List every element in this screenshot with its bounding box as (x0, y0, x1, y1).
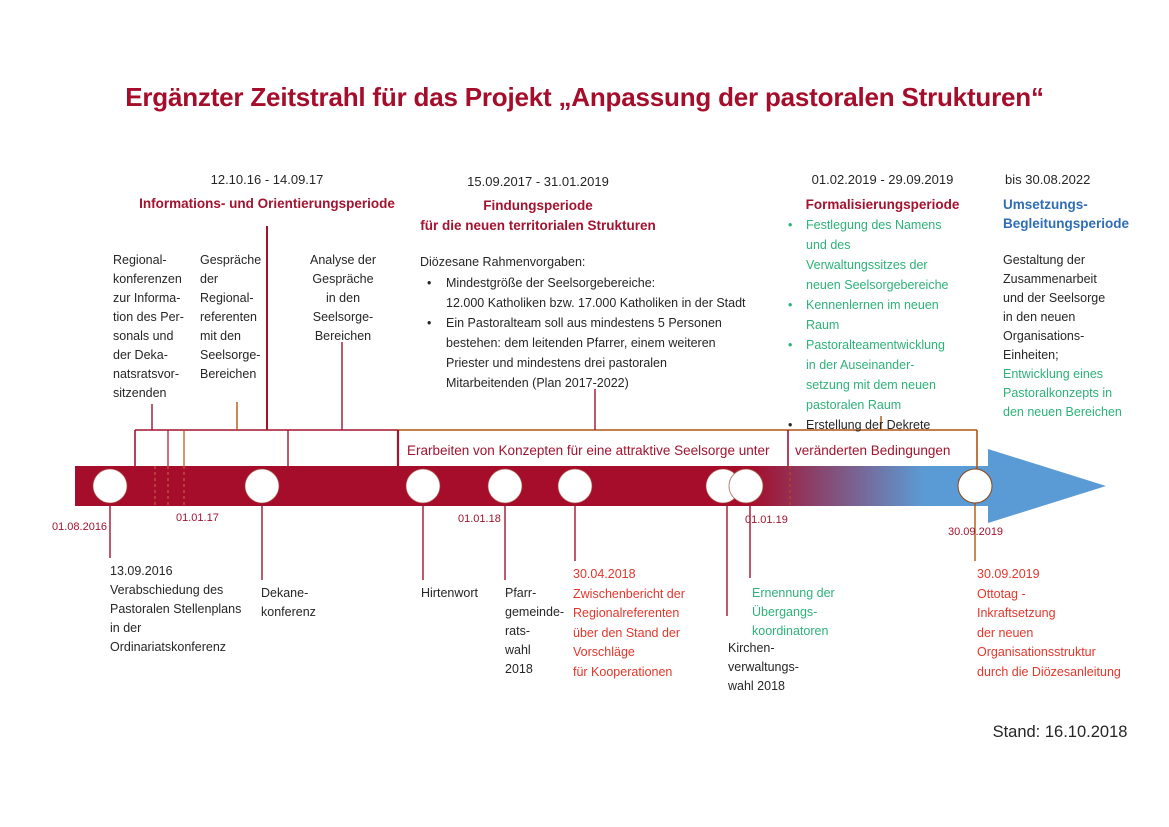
framework-item-1: Mindestgröße der Seelsorgebereiche: 12.0… (420, 273, 795, 313)
event-stellenplan: 13.09.2016 Verabschiedung des Pastoralen… (110, 564, 242, 654)
period-3-dates: 01.02.2019 - 29.09.2019 (811, 172, 954, 187)
period-2-name: Findungsperiode für die neuen territoria… (420, 198, 656, 233)
event-ottotag: 30.09.2019 Ottotag - Inkraftsetzung der … (977, 567, 1121, 679)
axis-date-2: 01.01.17 (176, 512, 219, 524)
banner-text-part-2: veränderten Bedingungen (795, 443, 951, 458)
formalisierung-item-1: Festlegung des Namens und des Verwaltung… (783, 215, 988, 295)
orientation-col-1: Regional- konferenzen zur Informa- tion … (113, 253, 184, 400)
period-1-dates: 12.10.16 - 14.09.17 (210, 172, 324, 187)
formalisierung-item-4: Erstellung der Dekrete (783, 415, 988, 435)
orientation-col-3: Analyse der Gespräche in den Seelsorge- … (309, 253, 376, 343)
framework-item-2: Ein Pastoralteam soll aus mindestens 5 P… (420, 313, 795, 393)
axis-date-3: 01.01.18 (458, 513, 501, 525)
period-3-name: Formalisierungsperiode (805, 197, 960, 212)
formalisierung-item-3: Pastoralteamentwicklung in der Auseinand… (783, 335, 988, 415)
stand-label: Stand: 16.10.2018 (992, 723, 1128, 741)
event-zwischenbericht: 30.04.2018 Zwischenbericht der Regionalr… (573, 567, 685, 679)
period-4-name: Umsetzungs- Begleitungsperiode (1003, 197, 1130, 231)
umsetzung-desc-green: Entwicklung eines Pastoralkonzepts in de… (1003, 367, 1122, 419)
event-hirtenwort: Hirtenwort (421, 586, 478, 600)
milestone-circles (92, 468, 993, 504)
axis-date-1: 01.08.2016 (52, 521, 108, 533)
banner-text-part-1: Erarbeiten von Konzepten für eine attrak… (407, 443, 770, 458)
period-1-name: Informations- und Orientierungsperiode (139, 196, 395, 211)
event-connectors (109, 500, 976, 616)
event-uebergangskoordinatoren: Ernennung der Übergangs- koordinatoren (752, 586, 835, 638)
event-kirchenverwaltungswahl: Kirchen- verwaltungs- wahl 2018 (728, 641, 799, 693)
framework-heading: Diözesane Rahmenvorgaben: (420, 255, 586, 269)
axis-date-4: 01.01.19 (745, 514, 788, 526)
period-4-dates: bis 30.08.2022 (1005, 172, 1091, 187)
page-title: Ergänzter Zeitstrahl für das Projekt „An… (125, 82, 1044, 112)
event-dekanekonferenz: Dekane- konferenz (261, 586, 316, 619)
orientation-col-2: Gespräche der Regional- referenten mit d… (200, 253, 262, 381)
axis-date-5: 30.09.2019 (948, 526, 1004, 538)
umsetzung-desc-black: Gestaltung der Zusammenarbeit und der Se… (1003, 253, 1106, 362)
framework-block: Diözesane Rahmenvorgaben: Mindestgröße d… (420, 251, 795, 393)
formalisierung-item-list: Festlegung des Namens und des Verwaltung… (783, 215, 988, 435)
timeline-arrow (75, 449, 1106, 523)
period-2-dates: 15.09.2017 - 31.01.2019 (467, 174, 609, 189)
event-pfarrgemeinderatswahl: Pfarr- gemeinde- rats- wahl 2018 (505, 586, 565, 676)
formalisierung-item-2: Kennenlernen im neuen Raum (783, 295, 988, 335)
